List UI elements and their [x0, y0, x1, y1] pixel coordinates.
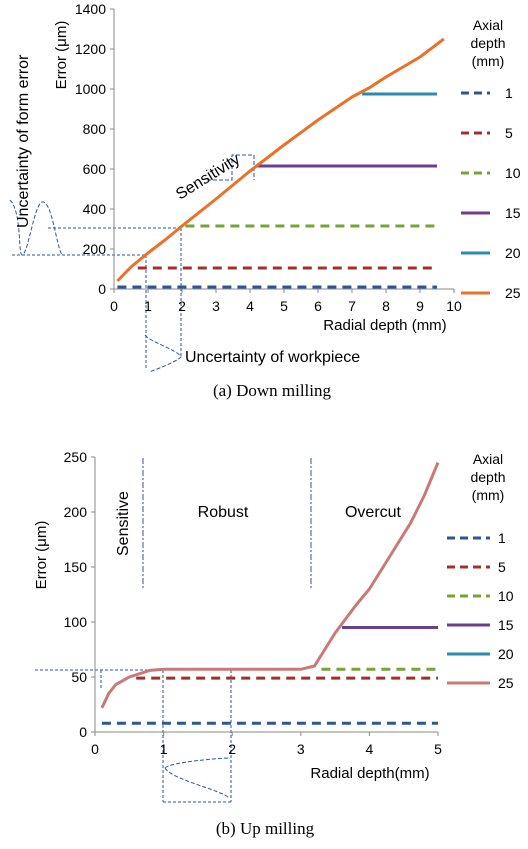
- down-milling-y-tick-label: 400: [83, 201, 107, 217]
- up-milling-legend-title: (mm): [472, 487, 505, 503]
- up-milling-legend-label-15: 15: [498, 617, 514, 633]
- down-milling-axes: 0 200 400 600 800 1000 1200 1400 0 1 2 3 4 5 6 7 8 9 10 Err…: [53, 1, 462, 334]
- down-milling-x-tick-label: 5: [280, 298, 288, 314]
- down-milling-y-axis-label: Error (μm): [53, 21, 70, 90]
- up-milling-y-tick-label: 250: [64, 449, 88, 465]
- up-milling-annotation-lines: [35, 458, 312, 803]
- region-overcut-label: Overcut: [345, 504, 402, 521]
- down-milling-y-tick-label: 0: [98, 281, 106, 297]
- up-milling-series-25-line: [100, 461, 440, 709]
- down-milling-legend-title: (mm): [472, 53, 505, 69]
- down-milling-y-tick-label: 1000: [75, 81, 106, 97]
- up-milling-y-tick-label: 150: [64, 559, 88, 575]
- down-milling-y-tick-label: 1400: [75, 1, 106, 17]
- up-milling-axes: 0 50 100 150 200 250 0 1 2 3 4 5 Error (μm) Radial de…: [33, 449, 442, 782]
- down-milling-x-tick-label: 3: [212, 298, 220, 314]
- up-milling-x-tick-label: 5: [434, 741, 442, 757]
- down-milling-chart: Sensitivity Uncertainty of form error Un…: [9, 1, 521, 400]
- down-milling-legend-label-10: 10: [505, 165, 521, 181]
- up-milling-y-tick-label: 200: [64, 504, 88, 520]
- down-milling-x-tick-label: 1: [144, 298, 152, 314]
- down-milling-x-tick-label: 4: [246, 298, 254, 314]
- up-milling-legend-label-25: 25: [498, 675, 514, 691]
- sensitivity-label: Sensitivity: [173, 151, 243, 204]
- down-milling-legend-title: depth: [470, 35, 505, 51]
- up-milling-x-tick-label: 1: [160, 741, 168, 757]
- form-error-label: Uncertainty of form error: [15, 54, 32, 228]
- up-milling-x-tick-label: 4: [366, 741, 374, 757]
- down-milling-legend-label-20: 20: [505, 245, 521, 261]
- down-milling-legend-label-15: 15: [505, 205, 521, 221]
- down-milling-y-tick-label: 800: [83, 121, 107, 137]
- down-milling-legend-label-5: 5: [505, 125, 513, 141]
- down-milling-series-25-line: [116, 37, 445, 283]
- up-milling-series: [100, 461, 440, 725]
- workpiece-label: Uncertainty of workpiece: [185, 349, 360, 366]
- region-robust-label: Robust: [198, 504, 249, 521]
- up-milling-legend-label-20: 20: [498, 646, 514, 662]
- up-milling-y-tick-label: 100: [64, 614, 88, 630]
- up-milling-legend-label-10: 10: [498, 588, 514, 604]
- down-milling-y-tick-label: 1200: [75, 41, 106, 57]
- down-milling-x-tick-label: 2: [178, 298, 186, 314]
- up-milling-x-tick-label: 0: [91, 741, 99, 757]
- down-milling-annotation-lines: [9, 154, 255, 373]
- down-milling-y-tick-label: 600: [83, 161, 107, 177]
- up-milling-legend-title: depth: [470, 469, 505, 485]
- down-milling-x-tick-label: 9: [416, 298, 424, 314]
- down-milling-legend-label-25: 25: [505, 285, 521, 301]
- up-milling-legend-label-1: 1: [498, 530, 506, 546]
- up-milling-y-axis-label: Error (μm): [33, 521, 50, 590]
- down-milling-x-axis-label: Radial depth (mm): [323, 317, 446, 334]
- down-milling-x-tick-label: 7: [348, 298, 356, 314]
- down-milling-legend-label-1: 1: [505, 85, 513, 101]
- down-milling-x-tick-label: 0: [110, 298, 118, 314]
- down-milling-legend-title: Axial: [473, 17, 503, 33]
- down-milling-y-tick-label: 200: [83, 241, 107, 257]
- up-milling-chart: Sensitive Robust Overcut 050100150200250…: [33, 449, 514, 838]
- down-milling-x-tick-label: 6: [314, 298, 322, 314]
- down-milling-caption: (a) Down milling: [213, 381, 332, 400]
- down-milling-series: [116, 37, 445, 289]
- up-milling-y-tick-label: 0: [79, 724, 87, 740]
- up-milling-legend-label-5: 5: [498, 559, 506, 575]
- down-milling-x-tick-label: 8: [382, 298, 390, 314]
- up-milling-y-tick-label: 50: [71, 669, 87, 685]
- up-milling-x-tick-label: 2: [228, 741, 236, 757]
- up-milling-legend-title: Axial: [473, 451, 503, 467]
- up-milling-x-tick-label: 3: [297, 741, 305, 757]
- up-milling-x-axis-label: Radial depth(mm): [310, 765, 429, 782]
- down-milling-x-tick-label: 10: [446, 298, 462, 314]
- region-sensitive-label: Sensitive: [115, 491, 132, 556]
- up-milling-caption: (b) Up milling: [216, 819, 315, 838]
